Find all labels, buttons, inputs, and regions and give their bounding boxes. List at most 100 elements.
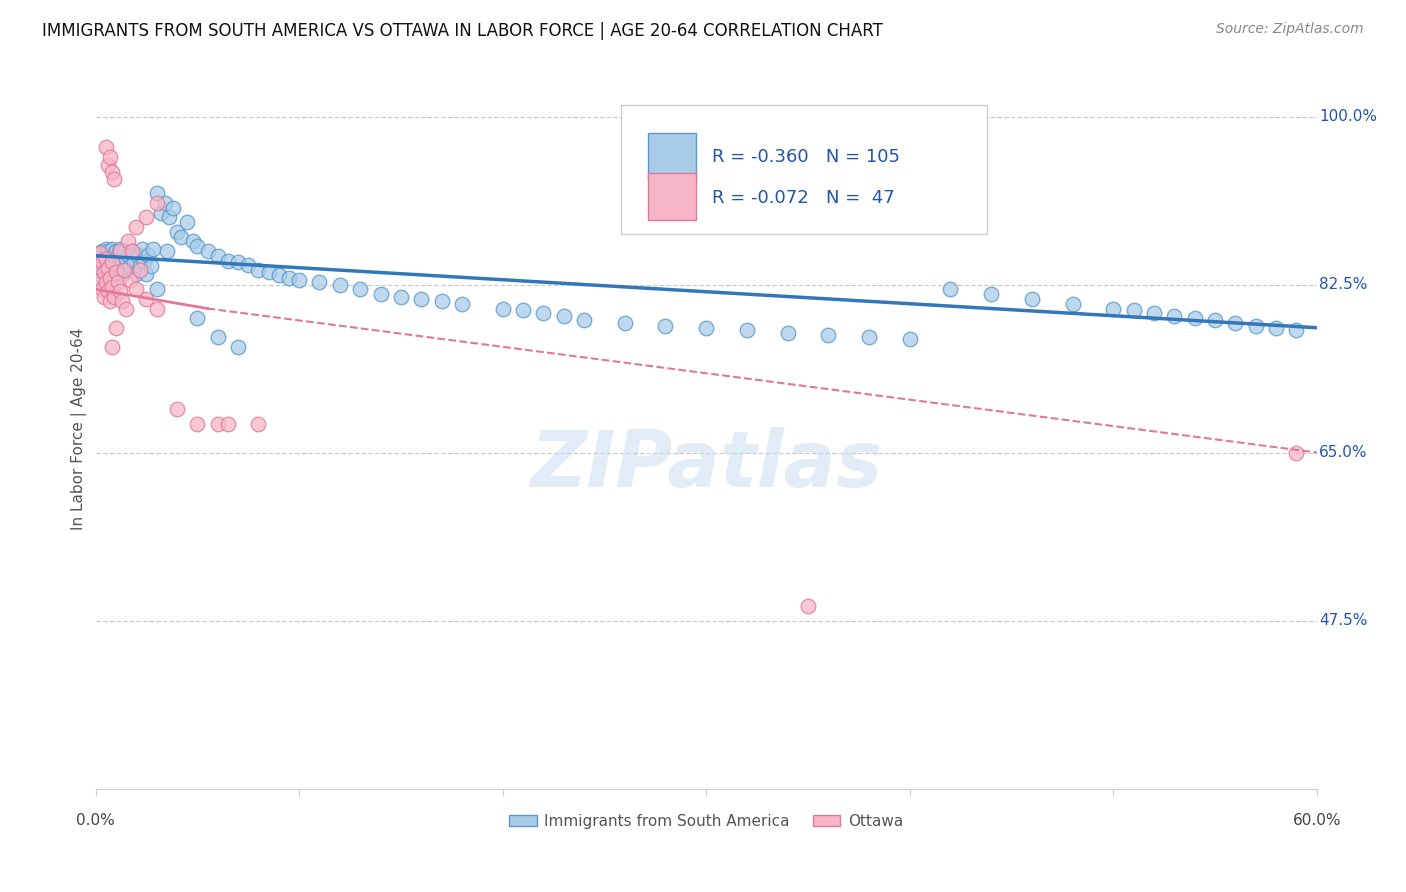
- Point: [89, 249, 111, 263]
- Point: [797, 599, 820, 614]
- Point: [531, 306, 554, 320]
- Point: [1285, 323, 1308, 337]
- Point: [695, 320, 717, 334]
- Point: [103, 172, 125, 186]
- Point: [86, 263, 108, 277]
- Point: [776, 326, 799, 340]
- Point: [162, 201, 184, 215]
- Point: [107, 248, 129, 262]
- FancyBboxPatch shape: [620, 104, 987, 234]
- Point: [1285, 445, 1308, 459]
- Point: [97, 255, 120, 269]
- Point: [186, 311, 208, 326]
- Point: [1244, 318, 1267, 333]
- Point: [108, 260, 131, 274]
- Point: [97, 261, 120, 276]
- Point: [308, 275, 330, 289]
- Point: [120, 273, 142, 287]
- Point: [97, 267, 120, 281]
- Point: [156, 244, 179, 258]
- Point: [898, 332, 921, 346]
- Y-axis label: In Labor Force | Age 20-64: In Labor Force | Age 20-64: [72, 327, 87, 530]
- Point: [127, 248, 149, 262]
- Point: [553, 309, 575, 323]
- Point: [247, 263, 270, 277]
- Point: [98, 263, 121, 277]
- Point: [217, 417, 239, 431]
- Point: [572, 313, 595, 327]
- Point: [101, 340, 124, 354]
- Point: [125, 219, 148, 234]
- Point: [108, 285, 131, 299]
- Point: [117, 248, 139, 262]
- Point: [129, 260, 152, 274]
- Point: [115, 301, 138, 316]
- Text: R = -0.360   N = 105: R = -0.360 N = 105: [713, 148, 900, 166]
- Point: [93, 290, 115, 304]
- Point: [166, 225, 188, 239]
- Point: [86, 263, 108, 277]
- Point: [125, 267, 148, 281]
- Point: [145, 195, 167, 210]
- Point: [98, 270, 121, 285]
- Point: [186, 417, 208, 431]
- Point: [1143, 306, 1166, 320]
- Point: [112, 263, 135, 277]
- Point: [247, 417, 270, 431]
- Point: [411, 292, 433, 306]
- Point: [103, 267, 125, 281]
- Point: [131, 242, 153, 256]
- Point: [1204, 313, 1226, 327]
- Text: R = -0.072   N =  47: R = -0.072 N = 47: [713, 189, 896, 207]
- Point: [111, 255, 134, 269]
- Point: [370, 287, 392, 301]
- Point: [207, 249, 229, 263]
- Point: [89, 273, 111, 287]
- Point: [103, 255, 125, 269]
- Point: [120, 260, 142, 274]
- Point: [817, 328, 839, 343]
- Point: [257, 265, 280, 279]
- Point: [89, 245, 111, 260]
- Point: [135, 211, 157, 225]
- Point: [101, 165, 124, 179]
- Point: [134, 255, 156, 269]
- Point: [94, 275, 117, 289]
- Point: [277, 270, 299, 285]
- Point: [1062, 296, 1084, 310]
- Text: 65.0%: 65.0%: [1319, 445, 1368, 460]
- Text: 47.5%: 47.5%: [1319, 613, 1368, 628]
- Point: [1122, 303, 1144, 318]
- Point: [389, 290, 412, 304]
- Point: [104, 252, 127, 266]
- Point: [107, 275, 129, 289]
- Point: [94, 140, 117, 154]
- Point: [98, 293, 121, 308]
- Text: 82.5%: 82.5%: [1319, 277, 1368, 292]
- Point: [613, 316, 636, 330]
- Point: [135, 267, 157, 281]
- FancyBboxPatch shape: [648, 173, 696, 219]
- Point: [98, 150, 121, 164]
- Point: [238, 258, 260, 272]
- Point: [149, 205, 172, 219]
- Point: [101, 260, 124, 274]
- Point: [111, 267, 134, 281]
- Point: [135, 292, 157, 306]
- Point: [103, 290, 125, 304]
- Text: 100.0%: 100.0%: [1319, 109, 1378, 124]
- Point: [153, 195, 176, 210]
- Point: [217, 253, 239, 268]
- Point: [101, 280, 124, 294]
- Point: [145, 282, 167, 296]
- Point: [1021, 292, 1043, 306]
- Point: [145, 301, 167, 316]
- Point: [170, 229, 193, 244]
- Point: [98, 248, 121, 262]
- Point: [108, 244, 131, 258]
- Point: [139, 260, 162, 274]
- Point: [181, 235, 204, 249]
- Point: [104, 244, 127, 258]
- Point: [512, 303, 534, 318]
- Point: [93, 252, 115, 266]
